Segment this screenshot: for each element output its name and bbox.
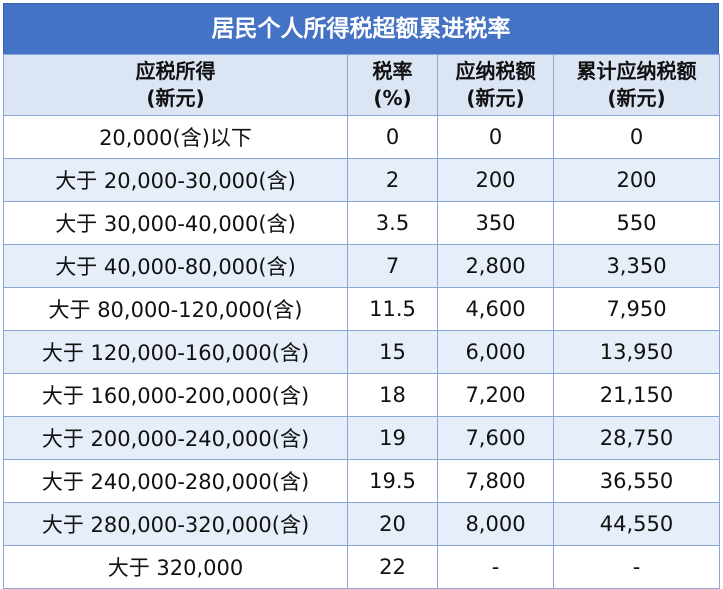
table-row: 大于 240,000-280,000(含) 19.5 7,800 36,550 bbox=[3, 459, 720, 503]
cumulative-cell: 0 bbox=[553, 115, 720, 159]
tax-cell: 6,000 bbox=[437, 330, 554, 374]
tax-cell: 7,600 bbox=[437, 416, 554, 460]
table-row: 大于 20,000-30,000(含) 2 200 200 bbox=[3, 158, 720, 202]
income-cell: 大于 240,000-280,000(含) bbox=[3, 459, 348, 503]
cumulative-cell: 200 bbox=[553, 158, 720, 202]
header-cumulative-tax: 累计应纳税额 (新元) bbox=[553, 54, 720, 116]
table-row: 大于 40,000-80,000(含) 7 2,800 3,350 bbox=[3, 244, 720, 288]
income-cell: 20,000(含)以下 bbox=[3, 115, 348, 159]
cumulative-cell: 13,950 bbox=[553, 330, 720, 374]
rate-cell: 19 bbox=[347, 416, 438, 460]
tax-cell: 7,800 bbox=[437, 459, 554, 503]
rate-cell: 19.5 bbox=[347, 459, 438, 503]
cumulative-cell: 7,950 bbox=[553, 287, 720, 331]
tax-cell: 2,800 bbox=[437, 244, 554, 288]
rate-cell: 11.5 bbox=[347, 287, 438, 331]
tax-cell: 350 bbox=[437, 201, 554, 245]
rate-cell: 7 bbox=[347, 244, 438, 288]
tax-cell: 0 bbox=[437, 115, 554, 159]
tax-cell: - bbox=[437, 545, 554, 589]
rate-cell: 22 bbox=[347, 545, 438, 589]
header-row: 应税所得 (新元) 税率 (%) 应纳税额 (新元) 累计应纳税额 (新元) bbox=[3, 54, 720, 116]
table-row: 大于 280,000-320,000(含) 20 8,000 44,550 bbox=[3, 502, 720, 546]
cumulative-cell: 28,750 bbox=[553, 416, 720, 460]
income-cell: 大于 80,000-120,000(含) bbox=[3, 287, 348, 331]
income-cell: 大于 20,000-30,000(含) bbox=[3, 158, 348, 202]
rate-cell: 20 bbox=[347, 502, 438, 546]
header-tax: 应纳税额 (新元) bbox=[437, 54, 554, 116]
rate-cell: 0 bbox=[347, 115, 438, 159]
income-cell: 大于 200,000-240,000(含) bbox=[3, 416, 348, 460]
cumulative-cell: 3,350 bbox=[553, 244, 720, 288]
table-row: 大于 120,000-160,000(含) 15 6,000 13,950 bbox=[3, 330, 720, 374]
table-row: 大于 320,000 22- - bbox=[3, 545, 720, 589]
cumulative-cell: 36,550 bbox=[553, 459, 720, 503]
income-cell: 大于 30,000-40,000(含) bbox=[3, 201, 348, 245]
income-cell: 大于 280,000-320,000(含) bbox=[3, 502, 348, 546]
header-rate: 税率 (%) bbox=[347, 54, 438, 116]
header-income: 应税所得 (新元) bbox=[3, 54, 348, 116]
tax-cell: 200 bbox=[437, 158, 554, 202]
table-row: 大于 80,000-120,000(含) 11.5 4,600 7,950 bbox=[3, 287, 720, 331]
income-cell: 大于 120,000-160,000(含) bbox=[3, 330, 348, 374]
income-cell: 大于 160,000-200,000(含) bbox=[3, 373, 348, 417]
table-row: 大于 160,000-200,000(含) 18 7,200 21,150 bbox=[3, 373, 720, 417]
cumulative-cell: 21,150 bbox=[553, 373, 720, 417]
tax-rate-table: 应税所得 (新元) 税率 (%) 应纳税额 (新元) 累计应纳税额 (新元) 20,00… bbox=[3, 54, 720, 589]
rate-cell: 15 bbox=[347, 330, 438, 374]
tax-cell: 4,600 bbox=[437, 287, 554, 331]
table-row: 大于 30,000-40,000(含) 3.5 350 550 bbox=[3, 201, 720, 245]
cumulative-cell: - bbox=[553, 545, 720, 589]
cumulative-cell: 44,550 bbox=[553, 502, 720, 546]
tax-cell: 8,000 bbox=[437, 502, 554, 546]
tax-rate-table-container: 居民个人所得税超额累进税率 应税所得 (新元) 税率 (%) 应纳税额 (新元) 累计… bbox=[3, 3, 720, 589]
table-row: 大于 200,000-240,000(含) 19 7,600 28,750 bbox=[3, 416, 720, 460]
rate-cell: 3.5 bbox=[347, 201, 438, 245]
tax-cell: 7,200 bbox=[437, 373, 554, 417]
table-row: 20,000(含)以下 0 0 0 bbox=[3, 115, 720, 159]
income-cell: 大于 40,000-80,000(含) bbox=[3, 244, 348, 288]
rate-cell: 18 bbox=[347, 373, 438, 417]
table-title: 居民个人所得税超额累进税率 bbox=[3, 3, 719, 54]
income-cell: 大于 320,000 bbox=[3, 545, 348, 589]
rate-cell: 2 bbox=[347, 158, 438, 202]
cumulative-cell: 550 bbox=[553, 201, 720, 245]
